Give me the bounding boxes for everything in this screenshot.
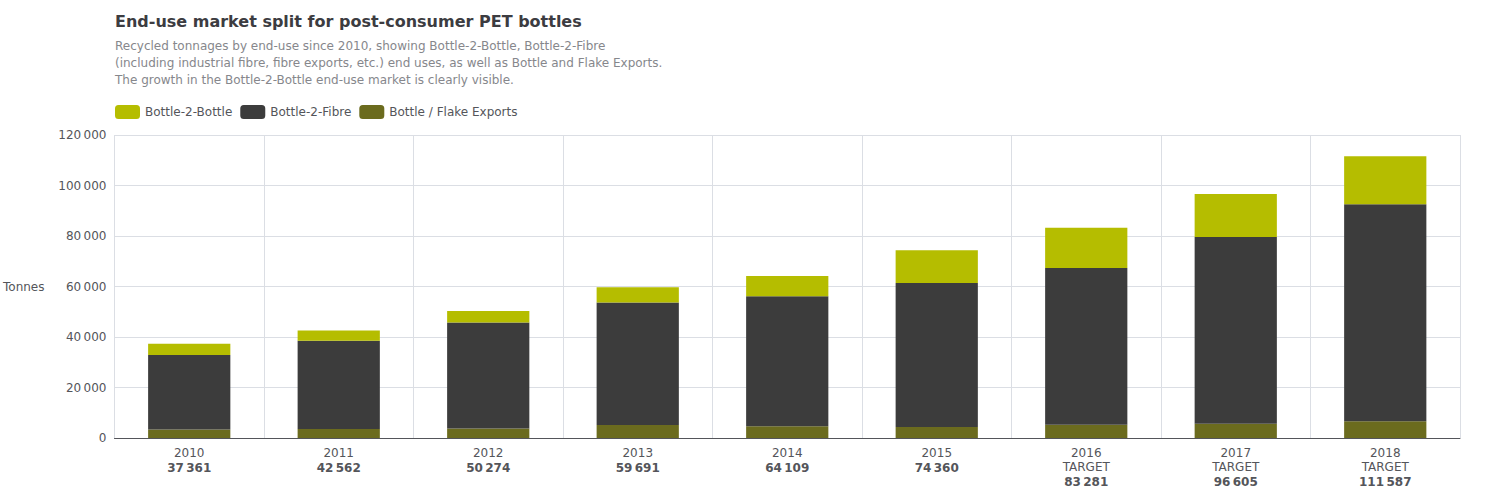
- svg-text:2010: 2010: [174, 446, 205, 460]
- svg-text:Recycled tonnages by end-use s: Recycled tonnages by end-use since 2010,…: [115, 39, 605, 53]
- svg-text:42 562: 42 562: [317, 461, 361, 475]
- svg-text:End-use market split for post-: End-use market split for post-consumer P…: [115, 12, 582, 31]
- svg-text:37 361: 37 361: [167, 461, 211, 475]
- svg-text:2018: 2018: [1370, 446, 1401, 460]
- svg-text:0: 0: [99, 431, 107, 445]
- svg-text:2016: 2016: [1071, 446, 1102, 460]
- svg-text:64 109: 64 109: [765, 461, 809, 475]
- svg-text:40 000: 40 000: [66, 330, 107, 344]
- svg-text:TARGET: TARGET: [1361, 460, 1410, 474]
- svg-text:Tonnes: Tonnes: [2, 280, 44, 294]
- svg-text:2014: 2014: [772, 446, 803, 460]
- svg-text:83 281: 83 281: [1064, 475, 1108, 489]
- svg-text:2013: 2013: [622, 446, 653, 460]
- svg-text:100 000: 100 000: [58, 179, 106, 193]
- svg-text:The growth in the Bottle-2-Bot: The growth in the Bottle-2-Bottle end-us…: [114, 73, 514, 87]
- svg-text:120 000: 120 000: [58, 128, 106, 142]
- svg-text:Bottle / Flake Exports: Bottle / Flake Exports: [389, 105, 517, 119]
- svg-text:20 000: 20 000: [66, 381, 107, 395]
- svg-text:2017: 2017: [1220, 446, 1251, 460]
- svg-text:2012: 2012: [473, 446, 504, 460]
- svg-text:Bottle-2-Bottle: Bottle-2-Bottle: [145, 105, 232, 119]
- svg-text:80 000: 80 000: [66, 229, 107, 243]
- svg-text:2011: 2011: [323, 446, 354, 460]
- svg-text:2015: 2015: [921, 446, 952, 460]
- svg-text:96 605: 96 605: [1214, 475, 1258, 489]
- svg-text:59 691: 59 691: [616, 461, 660, 475]
- svg-text:50 274: 50 274: [466, 461, 510, 475]
- svg-text:(including industrial fibre, f: (including industrial fibre, fibre expor…: [115, 56, 662, 70]
- svg-text:60 000: 60 000: [66, 280, 107, 294]
- svg-text:111 587: 111 587: [1359, 475, 1412, 489]
- svg-text:TARGET: TARGET: [1211, 460, 1260, 474]
- svg-text:TARGET: TARGET: [1062, 460, 1111, 474]
- svg-text:74 360: 74 360: [915, 461, 959, 475]
- svg-text:Bottle-2-Fibre: Bottle-2-Fibre: [270, 105, 351, 119]
